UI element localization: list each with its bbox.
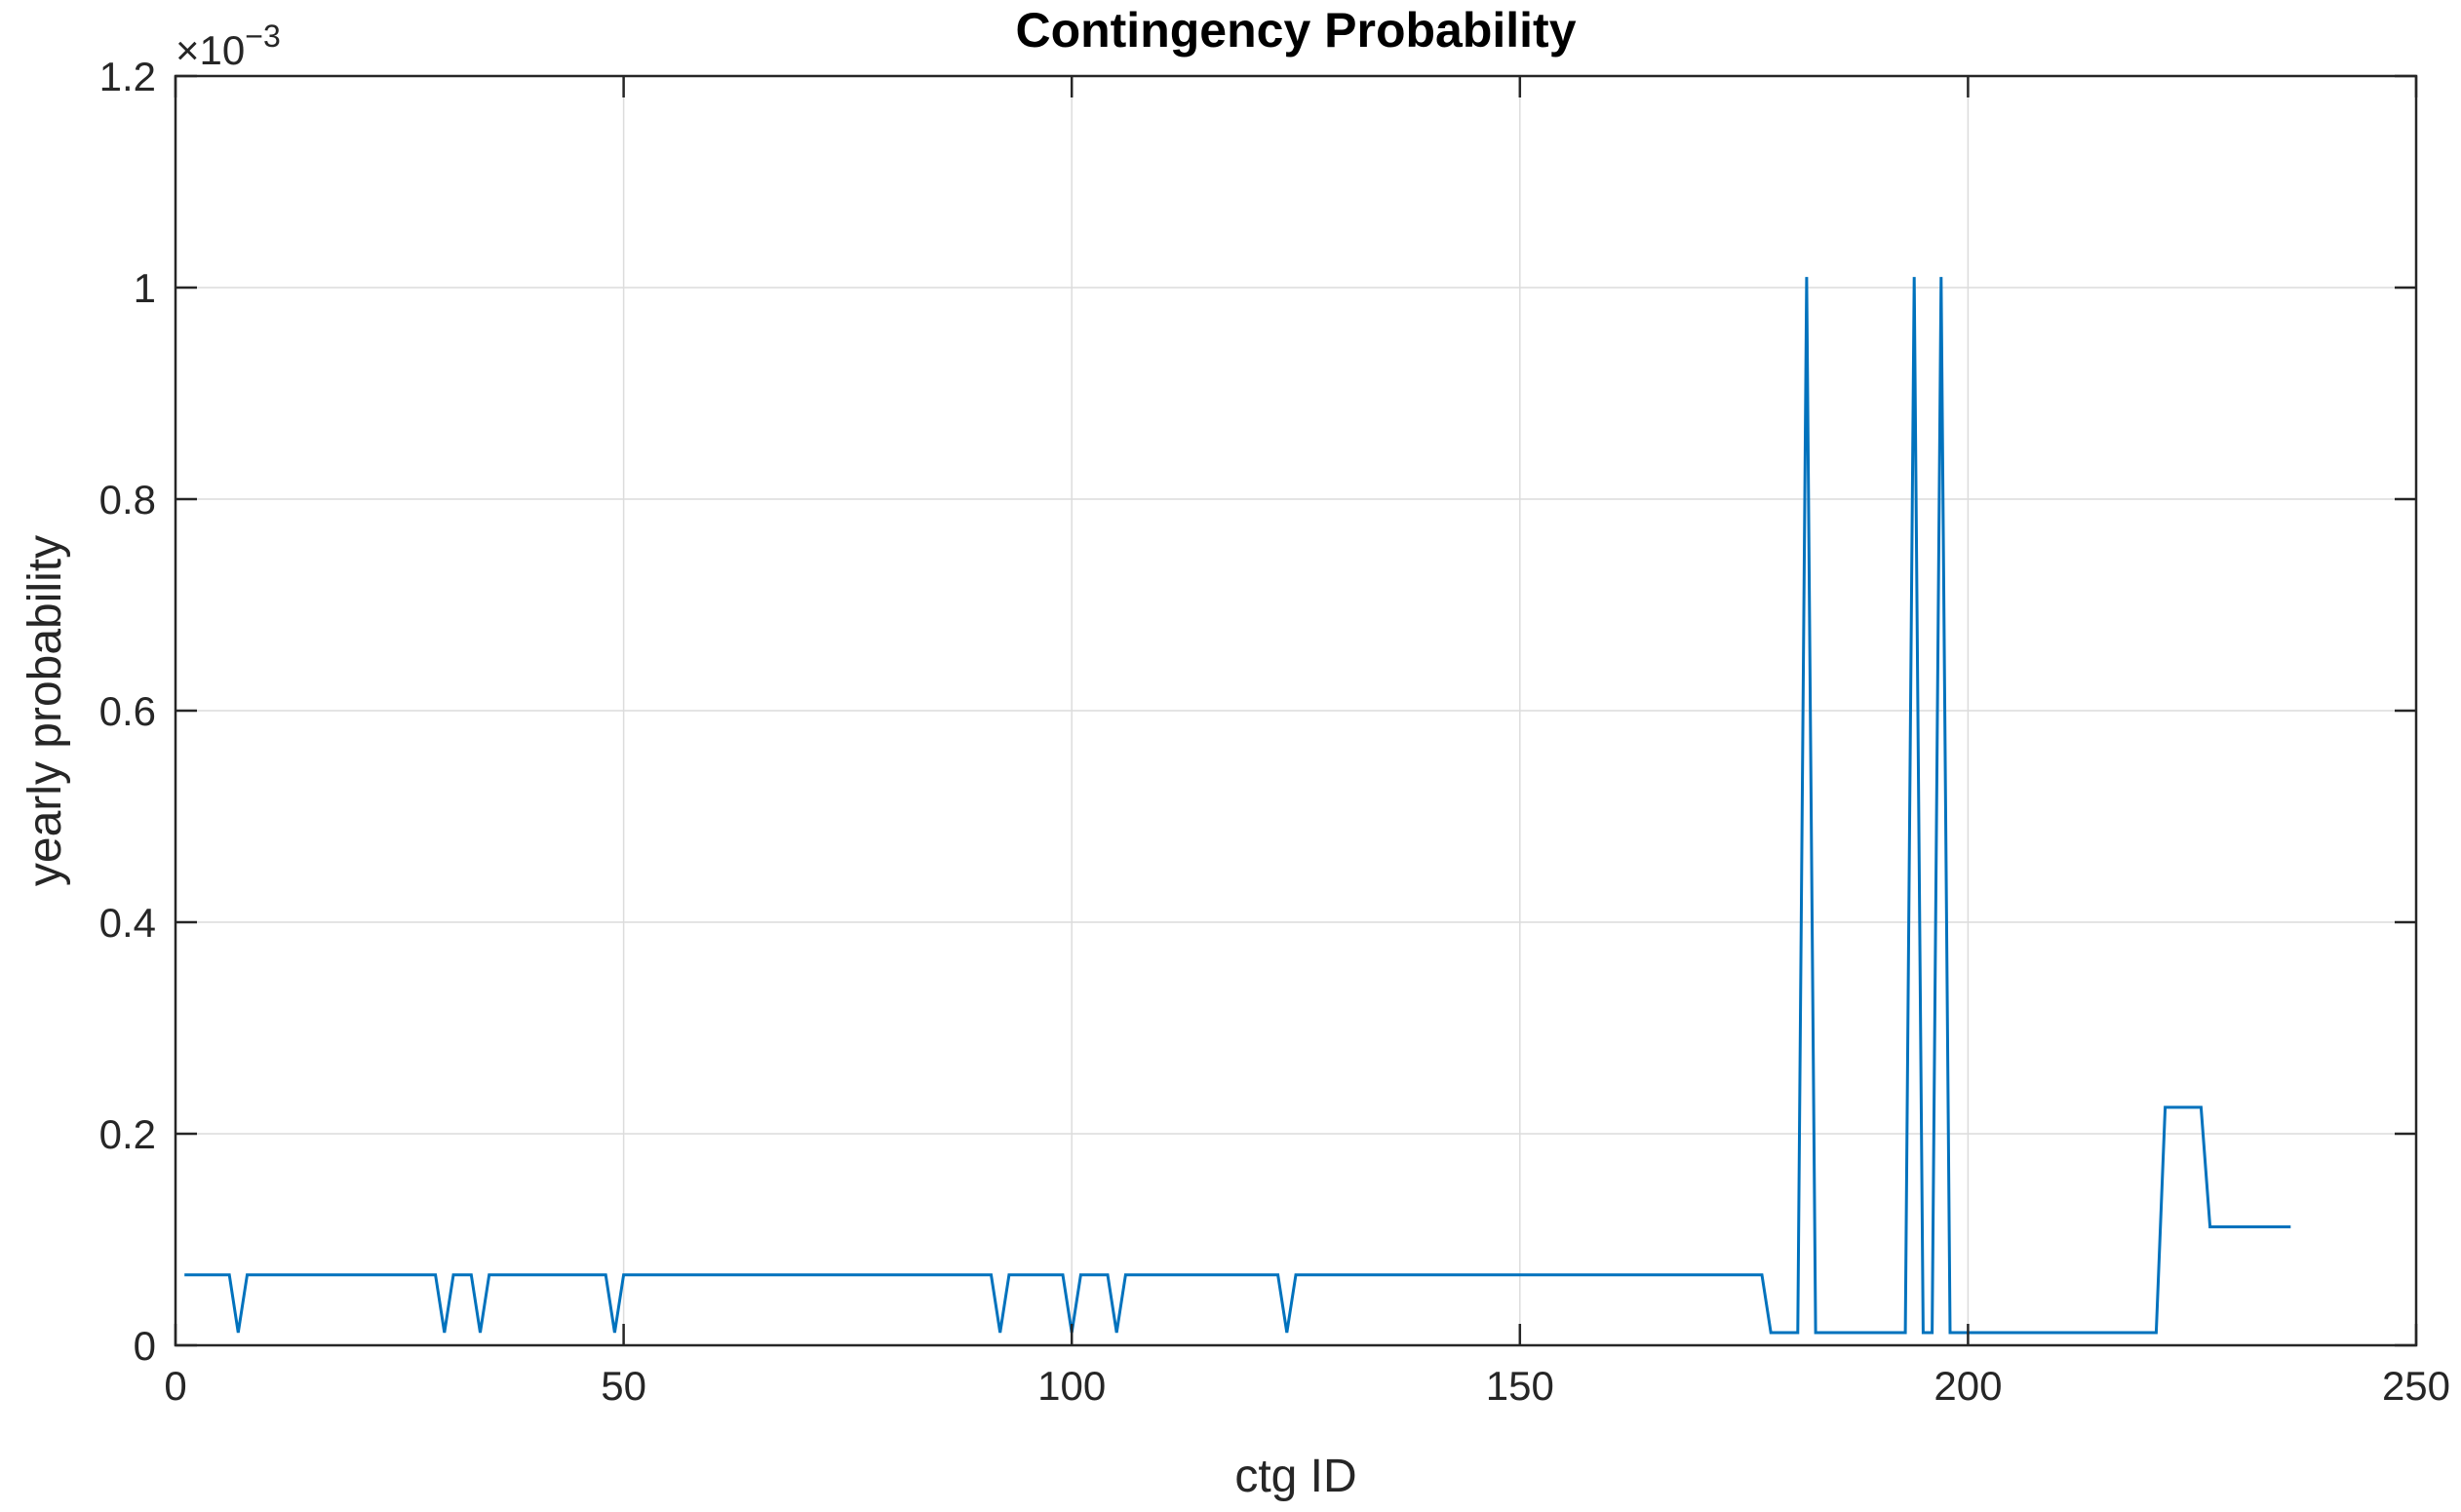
y-tick-label: 0	[134, 1323, 156, 1369]
y-tick-label: 1	[134, 265, 156, 311]
x-tick-label: 50	[601, 1363, 646, 1409]
x-tick-label: 100	[1037, 1363, 1106, 1409]
y-tick-label: 0.2	[99, 1111, 156, 1157]
x-tick-label: 200	[1934, 1363, 2002, 1409]
x-tick-label: 0	[164, 1363, 186, 1409]
chart-title: Contingency Probability	[1015, 3, 1576, 58]
y-axis-label: yearly probability	[20, 535, 71, 886]
x-tick-label: 250	[2382, 1363, 2450, 1409]
y-tick-label: 0.8	[99, 477, 156, 523]
y-exponent-power: −3	[245, 19, 280, 54]
y-tick-label: 0.6	[99, 688, 156, 734]
x-tick-label: 150	[1486, 1363, 1554, 1409]
y-tick-label: 0.4	[99, 900, 156, 946]
y-exponent-base: ×10	[176, 27, 245, 73]
tick-marks	[174, 74, 2418, 1347]
series-line-layer	[184, 277, 2291, 1335]
x-axis-label: ctg ID	[1234, 1451, 1356, 1502]
y-tick-label: 1.2	[99, 54, 156, 99]
x-tick-labels: 0 50 100 150 200 250	[164, 1363, 2450, 1409]
y-exponent-label: ×10−3	[176, 19, 281, 73]
series-line	[184, 277, 2291, 1335]
y-tick-labels: 0 0.2 0.4 0.6 0.8 1 1.2	[99, 54, 156, 1369]
